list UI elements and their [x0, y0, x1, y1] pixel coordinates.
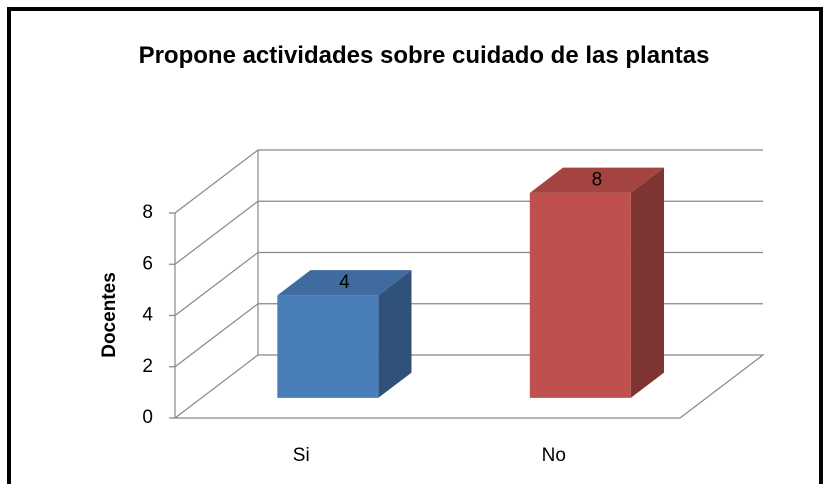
grid-line: [169, 303, 763, 368]
value-label: 8: [592, 169, 603, 190]
bar: [277, 270, 412, 398]
x-tick-label: Si: [293, 445, 310, 466]
y-tick-label: 2: [142, 356, 153, 377]
value-label: 4: [339, 272, 350, 293]
bar-top: [277, 270, 412, 296]
chart-title: Propone actividades sobre cuidado de las…: [138, 42, 710, 69]
x-tick-label: No: [542, 445, 566, 466]
bar: [529, 167, 665, 398]
y-axis-label: Docentes: [99, 272, 120, 358]
bar-front: [277, 295, 379, 398]
y-tick-label: 6: [142, 253, 153, 274]
bar-front: [529, 192, 631, 398]
y-tick-label: 0: [142, 407, 153, 428]
grid-line: [169, 251, 763, 317]
chart-border: [7, 7, 823, 484]
grid-line: [169, 354, 765, 419]
bar-side: [630, 167, 665, 398]
grid-line: [169, 149, 763, 214]
y-tick-label: 8: [142, 202, 153, 223]
bar-side: [378, 270, 412, 398]
y-tick-label: 4: [142, 305, 153, 326]
grid-line: [169, 200, 763, 265]
bar-top: [529, 167, 665, 193]
